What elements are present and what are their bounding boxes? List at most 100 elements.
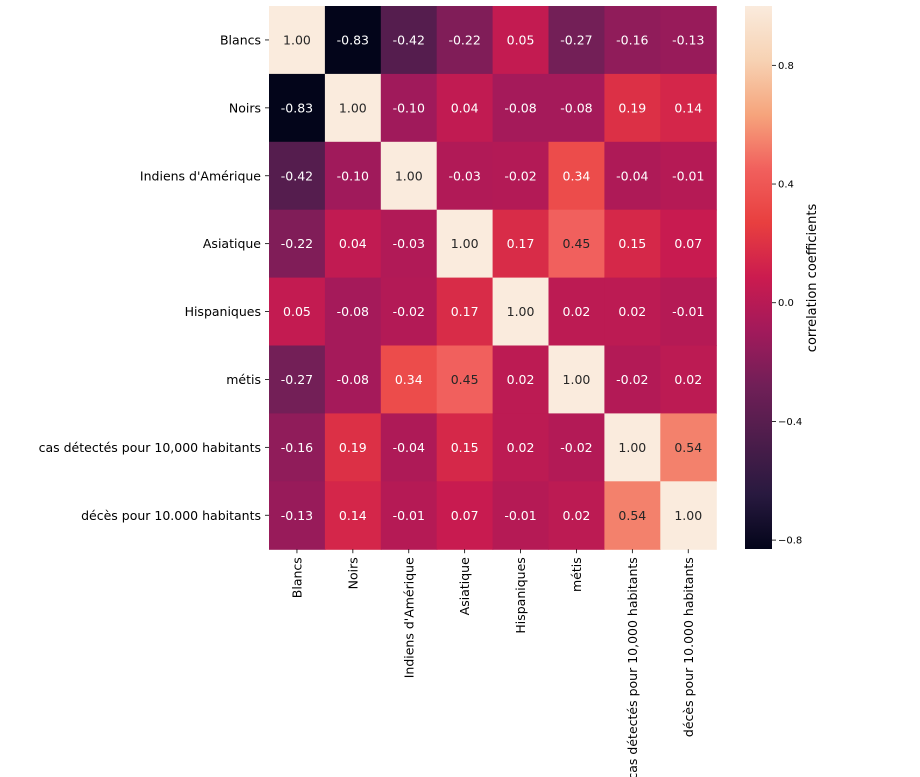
cell-value: -0.22 <box>448 32 480 47</box>
heatmap-cell <box>492 6 550 75</box>
heatmap-cell <box>492 413 550 482</box>
cell-value: 1.00 <box>674 508 702 523</box>
cell-value: -0.42 <box>281 168 313 183</box>
cell-value: 0.45 <box>451 372 479 387</box>
cell-value: 1.00 <box>451 236 479 251</box>
heatmap-cell <box>269 277 326 347</box>
cell-value: -0.83 <box>337 32 369 47</box>
x-tick-label: Asiatique <box>457 557 472 615</box>
heatmap-cell <box>269 73 326 143</box>
cell-value: 0.15 <box>618 236 646 251</box>
cell-value: -0.02 <box>560 440 592 455</box>
cell-value: -0.03 <box>393 236 425 251</box>
heatmap-cell <box>380 6 438 75</box>
y-tick-label: Hispaniques <box>185 304 261 319</box>
heatmap-cell <box>548 345 605 414</box>
heatmap-cell <box>492 481 550 550</box>
colorbar-tick-label: 0.4 <box>778 180 794 191</box>
heatmap-cell <box>548 6 605 75</box>
heatmap-cell <box>324 345 382 414</box>
heatmap-cell <box>380 413 438 482</box>
heatmap-cell <box>436 277 494 347</box>
cell-value: -0.02 <box>616 372 648 387</box>
cell-value: 1.00 <box>507 304 535 319</box>
x-tick-label: Noirs <box>345 557 360 589</box>
cell-value: 0.19 <box>339 440 367 455</box>
cell-value: -0.01 <box>504 508 536 523</box>
cell-value: 0.17 <box>507 236 535 251</box>
colorbar-tick-label: −0.8 <box>778 536 802 547</box>
heatmap-cell <box>660 141 717 211</box>
heatmap-cell <box>269 209 326 279</box>
heatmap-cell <box>604 413 661 482</box>
x-tick-label: cas détectés pour 10,000 habitants <box>625 557 640 777</box>
cell-value: 0.02 <box>674 372 702 387</box>
cell-value: 0.07 <box>451 508 479 523</box>
heatmap-cell <box>604 73 661 143</box>
cell-value: 1.00 <box>618 440 646 455</box>
cell-value: -0.16 <box>616 32 648 47</box>
heatmap-cell <box>324 73 382 143</box>
cell-value: -0.13 <box>672 32 704 47</box>
heatmap-cell <box>436 481 494 550</box>
heatmap-cell <box>660 277 717 347</box>
heatmap-cell <box>604 209 661 279</box>
colorbar: 0.8 0.4 0.0 −0.4 −0.8 correlation coefficien… <box>745 6 820 549</box>
heatmap-cell <box>604 141 661 211</box>
x-tick-label: Blancs <box>289 557 304 598</box>
heatmap-cell <box>436 6 494 75</box>
cell-value: -0.01 <box>672 304 704 319</box>
cell-value: -0.27 <box>560 32 592 47</box>
heatmap-cell <box>269 413 326 482</box>
heatmap-cell <box>436 141 494 211</box>
cell-value: -0.08 <box>504 100 536 115</box>
cell-value: -0.22 <box>281 236 313 251</box>
cell-value: 0.02 <box>563 304 591 319</box>
heatmap-cell <box>660 6 717 75</box>
cell-value: -0.83 <box>281 100 313 115</box>
heatmap-cell <box>492 277 550 347</box>
heatmap-cell <box>436 73 494 143</box>
heatmap-cell <box>324 141 382 211</box>
heatmap-cell <box>548 481 605 550</box>
heatmap-cell <box>548 277 605 347</box>
cell-value: 0.34 <box>563 168 591 183</box>
heatmap-cell <box>660 73 717 143</box>
heatmap-cell <box>324 209 382 279</box>
heatmap-cells <box>269 6 717 550</box>
cell-value: 1.00 <box>395 168 423 183</box>
colorbar-gradient <box>745 6 772 549</box>
y-tick-label: décès pour 10.000 habitants <box>81 508 261 523</box>
heatmap-cell <box>492 209 550 279</box>
heatmap-cell <box>604 345 661 414</box>
cell-value: 0.54 <box>618 508 646 523</box>
cell-value: -0.10 <box>337 168 369 183</box>
y-tick-label: métis <box>226 372 261 387</box>
cell-value: 0.14 <box>339 508 367 523</box>
heatmap-cell <box>380 141 438 211</box>
heatmap-cell <box>492 73 550 143</box>
cell-value: -0.02 <box>393 304 425 319</box>
y-tick-label: Blancs <box>220 32 261 47</box>
heatmap-cell <box>324 277 382 347</box>
heatmap-cell <box>604 277 661 347</box>
y-tick-labels: Blancs Noirs Indiens d'Amérique Asiatique Hi… <box>39 32 269 523</box>
cell-value: -0.04 <box>616 168 648 183</box>
heatmap-cell <box>492 345 550 414</box>
heatmap-cell <box>548 413 605 482</box>
heatmap-cell <box>660 413 717 482</box>
cell-value: 0.17 <box>451 304 479 319</box>
heatmap-cell <box>548 209 605 279</box>
heatmap-cell <box>548 141 605 211</box>
heatmap-cell <box>380 73 438 143</box>
cell-value: 0.15 <box>451 440 479 455</box>
colorbar-tick-label: 0.8 <box>778 61 794 72</box>
heatmap-cell <box>269 481 326 550</box>
heatmap-cell <box>660 481 717 550</box>
cell-value: -0.01 <box>672 168 704 183</box>
heatmap-cell <box>492 141 550 211</box>
heatmap-cell <box>660 209 717 279</box>
heatmap-cell <box>548 73 605 143</box>
colorbar-tick-label: −0.4 <box>778 417 802 428</box>
